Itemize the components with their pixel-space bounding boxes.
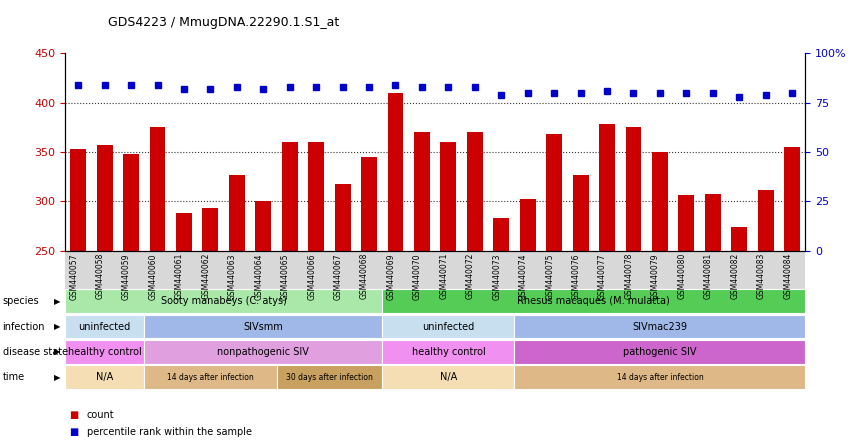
Bar [467, 132, 482, 251]
Bar [334, 184, 351, 251]
Text: GSM440058: GSM440058 [95, 253, 105, 299]
Text: N/A: N/A [96, 372, 113, 382]
Text: GSM440080: GSM440080 [677, 253, 687, 299]
Text: GSM440067: GSM440067 [333, 253, 343, 300]
Text: SIVsmm: SIVsmm [243, 321, 283, 332]
Bar [70, 149, 86, 251]
Bar [572, 175, 589, 251]
Bar [494, 218, 509, 251]
Bar [705, 194, 721, 251]
Text: GSM440072: GSM440072 [466, 253, 475, 299]
Text: uninfected: uninfected [79, 321, 131, 332]
Text: GSM440066: GSM440066 [307, 253, 316, 300]
Bar [731, 227, 747, 251]
Text: GSM440057: GSM440057 [69, 253, 78, 300]
Text: GSM440081: GSM440081 [704, 253, 713, 299]
Bar [625, 127, 642, 251]
Bar [97, 145, 113, 251]
Text: GSM440071: GSM440071 [439, 253, 449, 299]
Text: GSM440061: GSM440061 [175, 253, 184, 299]
Bar [388, 93, 404, 251]
Text: GSM440075: GSM440075 [546, 253, 554, 300]
Text: nonpathogenic SIV: nonpathogenic SIV [217, 347, 309, 357]
Text: SIVmac239: SIVmac239 [632, 321, 688, 332]
Text: Sooty manabeys (C. atys): Sooty manabeys (C. atys) [161, 296, 287, 306]
Bar [652, 152, 668, 251]
Bar [203, 208, 218, 251]
Text: GSM440074: GSM440074 [519, 253, 527, 300]
Text: GSM440064: GSM440064 [255, 253, 263, 300]
Bar [785, 147, 800, 251]
Text: GSM440077: GSM440077 [598, 253, 607, 300]
Text: 30 days after infection: 30 days after infection [286, 373, 373, 382]
Text: GSM440082: GSM440082 [730, 253, 740, 299]
Text: GSM440068: GSM440068 [360, 253, 369, 299]
Text: N/A: N/A [440, 372, 457, 382]
Text: GSM440065: GSM440065 [281, 253, 290, 300]
Text: GSM440078: GSM440078 [624, 253, 634, 299]
Text: pathogenic SIV: pathogenic SIV [624, 347, 696, 357]
Text: GSM440084: GSM440084 [783, 253, 792, 299]
Text: 14 days after infection: 14 days after infection [617, 373, 703, 382]
Text: GSM440076: GSM440076 [572, 253, 580, 300]
Text: disease state: disease state [3, 347, 68, 357]
Text: healthy control: healthy control [68, 347, 141, 357]
Text: GSM440063: GSM440063 [228, 253, 236, 300]
Text: ▶: ▶ [54, 373, 61, 382]
Text: healthy control: healthy control [411, 347, 485, 357]
Text: GSM440073: GSM440073 [492, 253, 501, 300]
Bar [308, 142, 324, 251]
Text: GDS4223 / MmugDNA.22290.1.S1_at: GDS4223 / MmugDNA.22290.1.S1_at [108, 16, 339, 29]
Text: uninfected: uninfected [423, 321, 475, 332]
Text: GSM440079: GSM440079 [651, 253, 660, 300]
Bar [123, 154, 139, 251]
Bar [176, 213, 192, 251]
Text: GSM440059: GSM440059 [122, 253, 131, 300]
Text: 14 days after infection: 14 days after infection [167, 373, 254, 382]
Bar [150, 127, 165, 251]
Bar [414, 132, 430, 251]
Bar [229, 175, 245, 251]
Text: GSM440070: GSM440070 [413, 253, 422, 300]
Text: ▶: ▶ [54, 347, 61, 357]
Bar [441, 142, 456, 251]
Text: ■: ■ [69, 410, 79, 420]
Bar [546, 134, 562, 251]
Bar [678, 194, 695, 251]
Text: percentile rank within the sample: percentile rank within the sample [87, 427, 252, 437]
Bar [281, 142, 298, 251]
Bar [361, 157, 377, 251]
Text: GSM440083: GSM440083 [757, 253, 766, 299]
Bar [758, 190, 773, 251]
Text: ▶: ▶ [54, 322, 61, 331]
Bar [520, 198, 536, 251]
Text: GSM440060: GSM440060 [148, 253, 158, 300]
Text: ▶: ▶ [54, 297, 61, 306]
Text: infection: infection [3, 321, 45, 332]
Text: ■: ■ [69, 427, 79, 437]
Text: time: time [3, 372, 25, 382]
Text: count: count [87, 410, 114, 420]
Text: Rhesus macaques (M. mulatta): Rhesus macaques (M. mulatta) [518, 296, 670, 306]
Bar [255, 202, 271, 251]
Text: GSM440062: GSM440062 [202, 253, 210, 299]
Bar [599, 124, 615, 251]
Text: GSM440069: GSM440069 [386, 253, 396, 300]
Text: species: species [3, 296, 39, 306]
